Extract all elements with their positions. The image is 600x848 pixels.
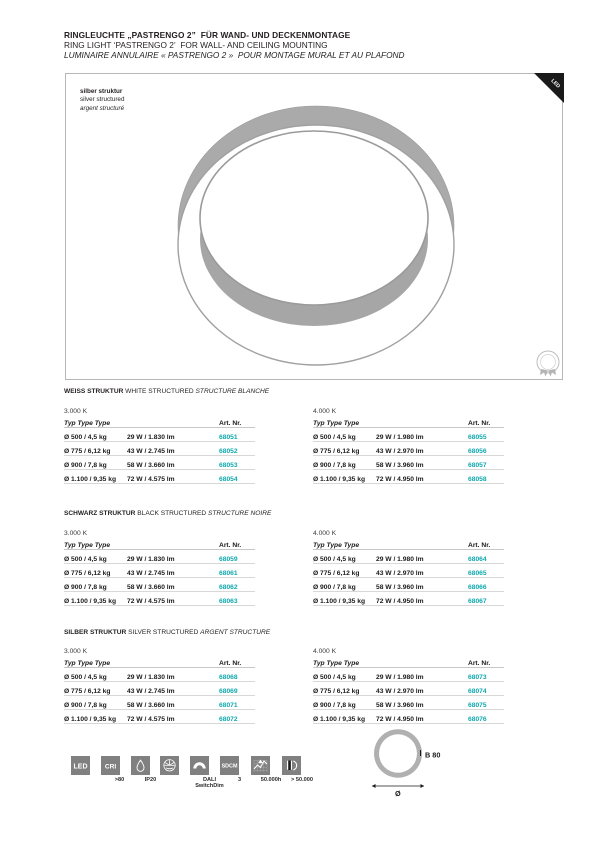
svg-text:B 80: B 80 xyxy=(425,751,440,760)
svg-text:CRI: CRI xyxy=(104,763,116,770)
svg-text:SDCM: SDCM xyxy=(221,764,237,770)
svg-text:LED: LED xyxy=(73,763,87,770)
svg-text:Ø: Ø xyxy=(395,789,401,798)
